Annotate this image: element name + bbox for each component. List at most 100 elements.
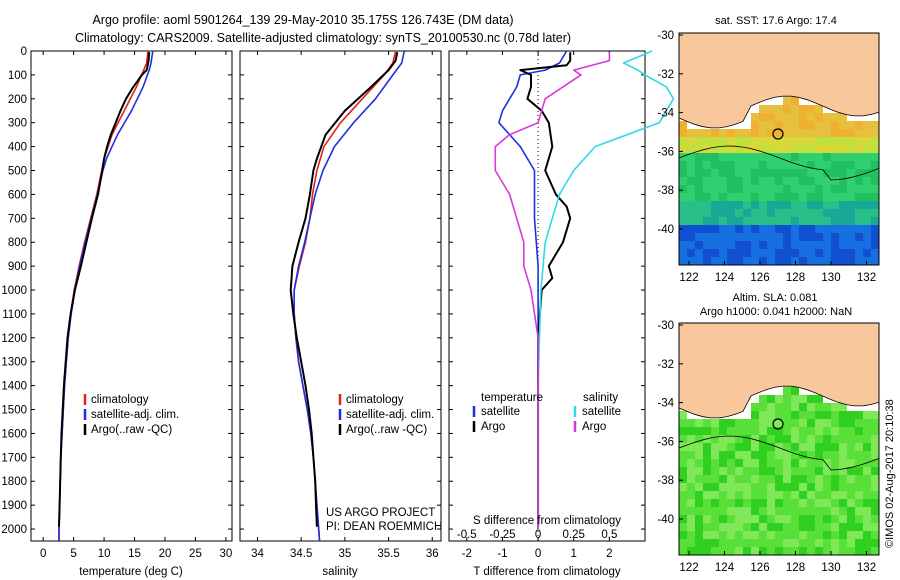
map-cell <box>751 225 759 233</box>
legend-label: satellite-adj. clim. <box>346 409 434 421</box>
map-cell <box>807 523 815 531</box>
map-cell <box>871 499 879 507</box>
map-cell <box>687 483 695 491</box>
map-cell <box>783 467 791 475</box>
map-cell <box>727 201 735 209</box>
map-cell <box>767 411 775 419</box>
map-cell <box>767 435 775 443</box>
map-cell <box>847 233 855 241</box>
map-cell <box>687 531 695 539</box>
map-cell <box>815 121 823 129</box>
x-tick-label: 20 <box>159 548 172 560</box>
lon-tick-label: 128 <box>786 272 805 284</box>
map-cell <box>703 459 711 467</box>
map-cell <box>855 435 863 443</box>
map-cell <box>831 411 839 419</box>
map-cell <box>751 467 759 475</box>
map-cell <box>815 411 823 419</box>
map-cell <box>799 217 807 225</box>
map-cell <box>791 209 799 217</box>
lon-tick-label: 132 <box>857 272 876 284</box>
map-cell <box>759 249 767 257</box>
map-cell <box>871 467 879 475</box>
map-cell <box>807 475 815 483</box>
map-cell <box>791 451 799 459</box>
map-cell <box>799 547 807 555</box>
map-cell <box>791 121 799 129</box>
map-cell <box>823 169 831 177</box>
map-cell <box>767 257 775 265</box>
map-cell <box>759 241 767 249</box>
map-cell <box>687 419 695 427</box>
map-cell <box>687 129 695 137</box>
map-cell <box>695 193 703 201</box>
map-cell <box>695 137 703 145</box>
map-cell <box>711 515 719 523</box>
map-cell <box>695 475 703 483</box>
map-cell <box>775 419 783 427</box>
map-cell <box>679 137 687 145</box>
map-cell <box>703 225 711 233</box>
map-cell <box>815 137 823 145</box>
map-cell <box>855 145 863 153</box>
map-cell <box>807 507 815 515</box>
map-cell <box>775 169 783 177</box>
map-cell <box>831 185 839 193</box>
map-cell <box>711 161 719 169</box>
map-cell <box>839 209 847 217</box>
map-cell <box>767 403 775 411</box>
map-cell <box>775 531 783 539</box>
map-cell <box>735 507 743 515</box>
map-cell <box>783 97 791 105</box>
legend-label: Argo(..raw -QC) <box>91 424 172 436</box>
map-cell <box>863 249 871 257</box>
map-cell <box>775 225 783 233</box>
map-cell <box>775 241 783 249</box>
map-cell <box>783 523 791 531</box>
map-cell <box>711 201 719 209</box>
map-cell <box>839 475 847 483</box>
map-cell <box>783 225 791 233</box>
map-cell <box>855 507 863 515</box>
map-cell <box>775 185 783 193</box>
difference-plot: -2 -1 0 1 2 -0.5 -0.25 0 0.25 0.5 temperature salin… <box>449 50 675 560</box>
map-cell <box>799 145 807 153</box>
map-cell <box>687 467 695 475</box>
map-cell <box>823 523 831 531</box>
map-cell <box>839 169 847 177</box>
map-cell <box>791 225 799 233</box>
map-cell <box>791 233 799 241</box>
isoline-contour <box>678 145 880 181</box>
map-cell <box>727 257 735 265</box>
map-cell <box>831 539 839 547</box>
map-cell <box>719 177 727 185</box>
map-cell <box>679 161 687 169</box>
map-cell <box>855 531 863 539</box>
map-cell <box>783 435 791 443</box>
map-cell <box>815 499 823 507</box>
map-cell <box>735 419 743 427</box>
map-cell <box>823 499 831 507</box>
map-cell <box>815 427 823 435</box>
map-cell <box>815 395 823 403</box>
map-cell <box>807 225 815 233</box>
map-cell <box>871 185 879 193</box>
map-cell <box>751 547 759 555</box>
sst-map-title: sat. SST: 17.6 Argo: 17.4 <box>715 15 837 27</box>
map-cell <box>823 145 831 153</box>
map-cell <box>783 403 791 411</box>
map-cell <box>871 411 879 419</box>
map-cell <box>703 531 711 539</box>
map-cell <box>863 121 871 129</box>
map-cell <box>839 113 847 121</box>
map-cell <box>679 443 687 451</box>
map-cell <box>679 257 687 265</box>
map-cell <box>743 169 751 177</box>
map-cell <box>703 169 711 177</box>
map-cell <box>791 483 799 491</box>
map-cell <box>695 257 703 265</box>
lat-tick-label: -30 <box>657 30 674 42</box>
s-diff-title: S difference from climatology <box>473 515 621 527</box>
map-cell <box>855 121 863 129</box>
map-cell <box>775 491 783 499</box>
